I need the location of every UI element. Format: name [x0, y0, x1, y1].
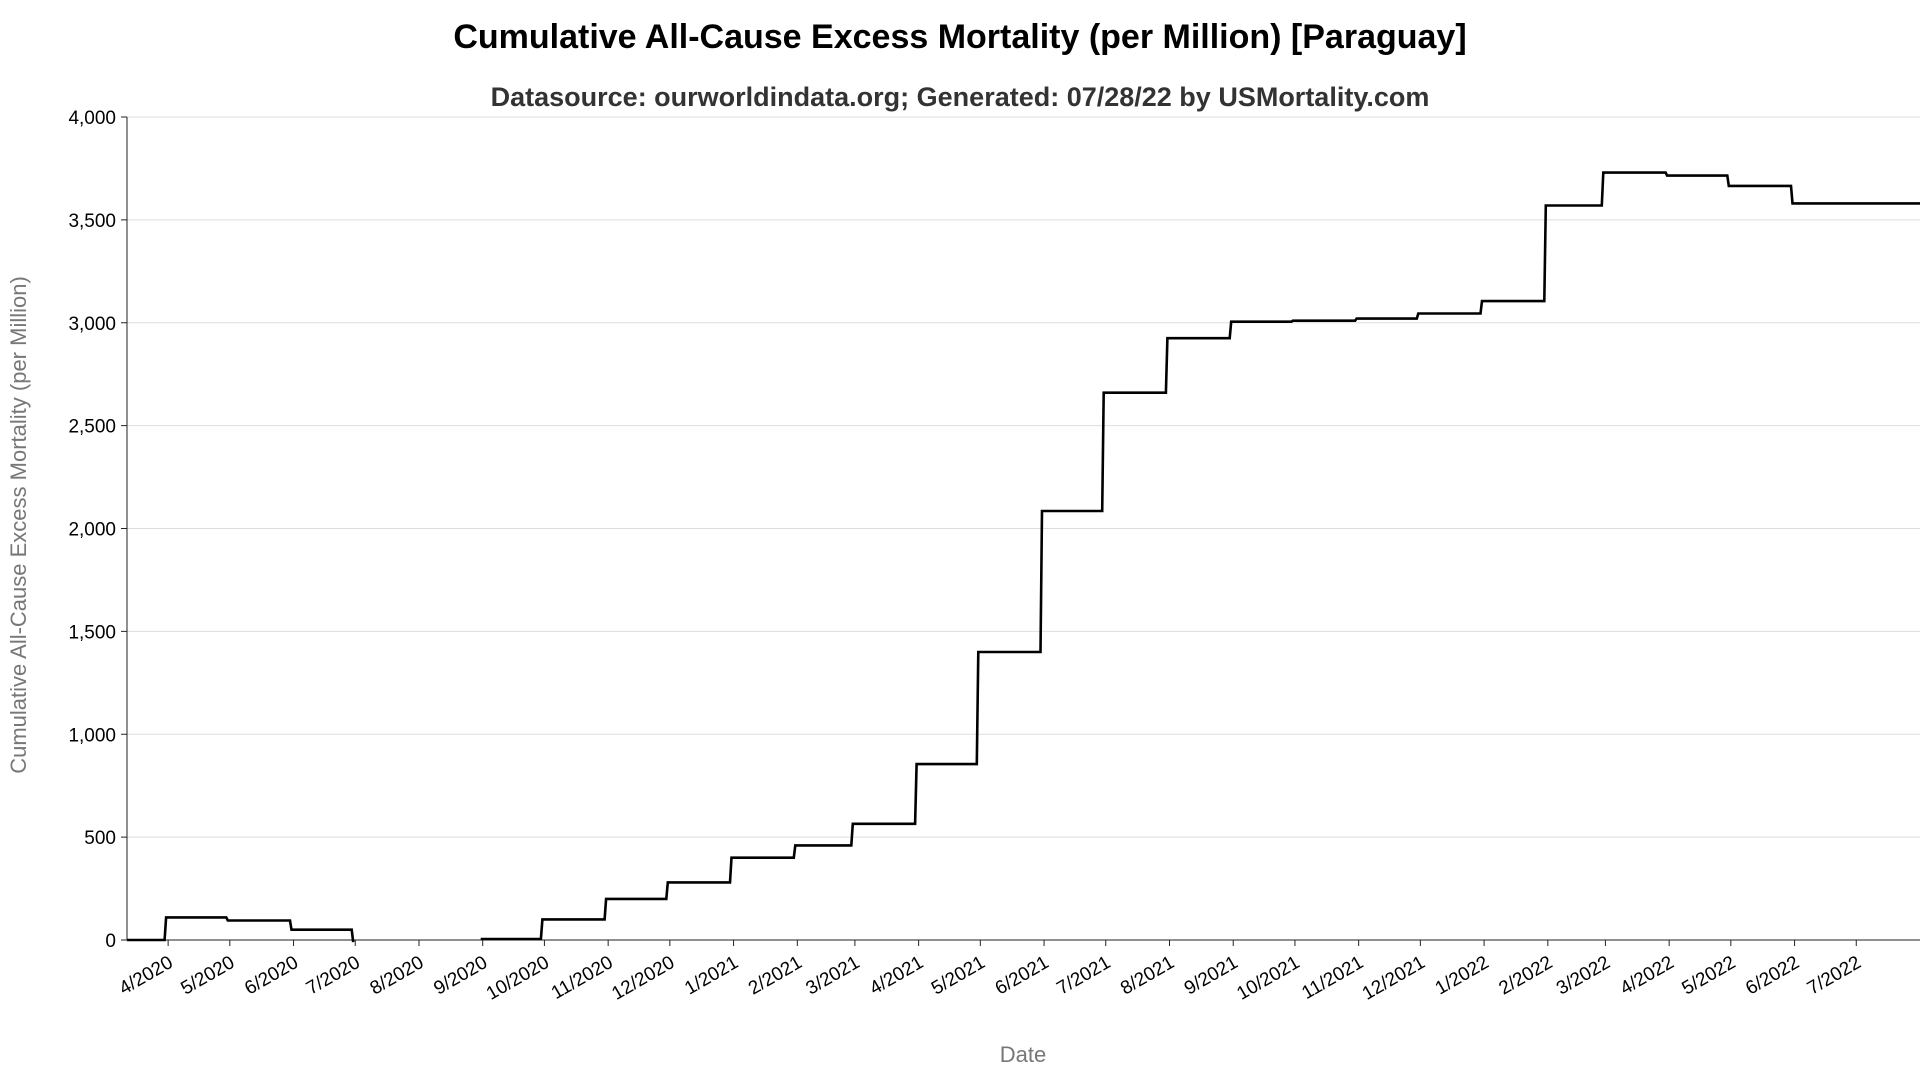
series-line [480, 171, 1920, 941]
y-tick-label: 2,000 [68, 520, 116, 541]
y-tick-label: 1,500 [68, 622, 116, 643]
x-tick-label: 4/2021 [866, 952, 927, 999]
y-tick-label: 4,000 [68, 108, 116, 129]
x-tick-label: 3/2022 [1553, 952, 1614, 999]
x-tick-label: 7/2022 [1804, 952, 1865, 999]
x-tick-label: 8/2020 [367, 952, 428, 999]
grid-lines [127, 116, 1920, 838]
x-tick-label: 10/2020 [483, 952, 553, 1005]
series-line [127, 916, 355, 943]
x-tick-label: 1/2021 [681, 952, 742, 999]
x-tick-label: 1/2022 [1432, 952, 1493, 999]
x-tick-label: 11/2021 [1298, 952, 1367, 1004]
x-tick-label: 6/2022 [1742, 952, 1803, 999]
x-tick-label: 12/2020 [608, 952, 678, 1005]
x-tick-label: 4/2022 [1617, 952, 1678, 999]
x-tick-label: 6/2020 [241, 952, 302, 999]
chart-subtitle: Datasource: ourworldindata.org; Generate… [491, 82, 1430, 112]
x-tick-label: 8/2021 [1117, 952, 1178, 999]
x-tick-label: 9/2020 [430, 952, 491, 999]
y-axis-ticks: 0 500 1,000 1,500 2,000 2,500 3,000 3,500 4,000 [68, 108, 127, 952]
x-tick-label: 5/2020 [177, 952, 238, 999]
x-tick-label: 6/2021 [992, 952, 1053, 999]
y-axis-label: Cumulative All-Cause Excess Mortality (p… [6, 276, 31, 774]
y-tick-label: 0 [105, 931, 116, 952]
x-tick-label: 3/2021 [803, 952, 864, 999]
x-tick-label: 7/2020 [303, 952, 364, 999]
x-tick-label: 2/2021 [745, 952, 806, 999]
x-tick-label: 2/2022 [1495, 952, 1556, 999]
y-tick-label: 3,000 [68, 314, 116, 335]
x-tick-label: 12/2021 [1359, 952, 1429, 1005]
x-tick-label: 10/2021 [1233, 952, 1303, 1005]
x-tick-label: 4/2020 [116, 952, 177, 999]
x-tick-label: 5/2022 [1678, 952, 1739, 999]
x-tick-label: 7/2021 [1053, 952, 1114, 999]
x-tick-label: 11/2020 [548, 952, 617, 1004]
y-tick-label: 500 [84, 828, 116, 849]
y-tick-label: 2,500 [68, 417, 116, 438]
y-tick-label: 3,500 [68, 211, 116, 232]
chart-title: Cumulative All-Cause Excess Mortality (p… [453, 18, 1466, 56]
y-tick-label: 1,000 [68, 725, 116, 746]
x-axis-ticks: 4/2020 5/2020 6/2020 7/2020 8/2020 9/202010/2… [116, 940, 1865, 1005]
plot-area [127, 171, 1920, 943]
x-tick-label: 5/2021 [928, 952, 989, 999]
x-tick-label: 9/2021 [1181, 952, 1242, 999]
x-axis-label: Date [1000, 1042, 1046, 1067]
